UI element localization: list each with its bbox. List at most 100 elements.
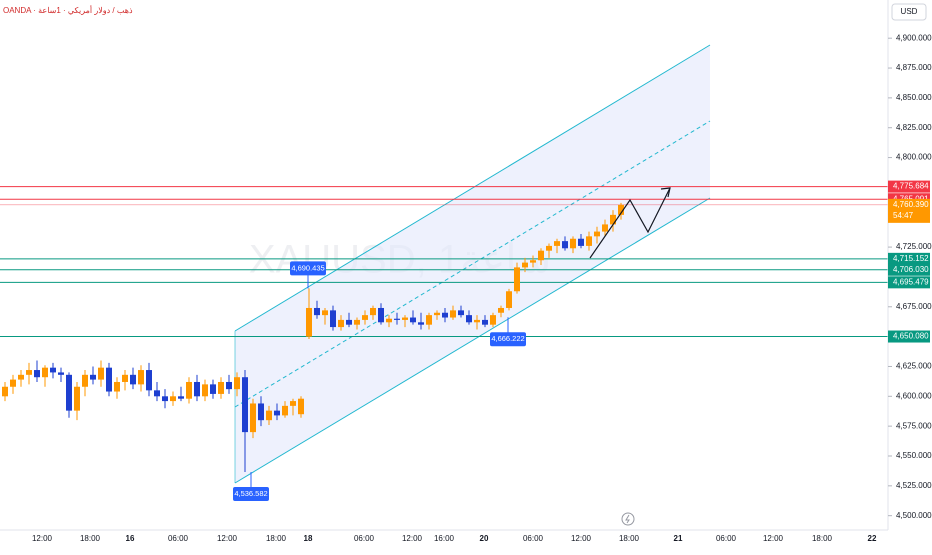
candle-body	[522, 262, 528, 268]
y-tick-label: 4,850.000	[896, 93, 932, 102]
candle-body	[282, 405, 288, 416]
y-tick-label: 4,825.000	[896, 123, 932, 132]
x-tick-label: 16:00	[434, 534, 455, 543]
x-tick-label: 12:00	[763, 534, 784, 543]
candle-body	[610, 214, 616, 225]
x-tick-label: 18:00	[80, 534, 101, 543]
candle-body	[498, 307, 504, 313]
candle-body	[306, 307, 312, 337]
icon-bolt[interactable]	[625, 514, 630, 524]
candle-body	[458, 310, 464, 316]
lightning-icon[interactable]	[621, 512, 635, 526]
x-tick-label: 12:00	[571, 534, 592, 543]
candle-body	[354, 319, 360, 325]
price-tag-label: 4,765.091	[893, 194, 929, 203]
candle-body	[330, 310, 336, 328]
x-tick-label: 06:00	[168, 534, 189, 543]
candle-body	[426, 315, 432, 325]
candle-body	[298, 398, 304, 415]
candle-body	[594, 231, 600, 237]
candle-body	[10, 379, 16, 387]
candle-body	[386, 318, 392, 323]
price-tag	[888, 276, 930, 289]
last-price-tag	[888, 198, 930, 223]
candle-body	[90, 374, 96, 380]
candle-body	[410, 317, 416, 323]
price-tag	[888, 330, 930, 343]
candle-body	[290, 401, 296, 406]
candle-body	[82, 374, 88, 387]
currency-box[interactable]	[891, 3, 927, 21]
annotation-box	[490, 332, 526, 347]
candle-body	[562, 241, 568, 249]
candle-body	[2, 386, 8, 397]
candle-body	[210, 384, 216, 394]
y-tick-label: 4,525.000	[896, 481, 932, 490]
candle-body	[578, 238, 584, 246]
candle-body	[370, 307, 376, 316]
candle-body	[506, 291, 512, 308]
y-tick-label: 4,500.000	[896, 511, 932, 520]
x-tick-label: 12:00	[402, 534, 423, 543]
candle-body	[106, 367, 112, 392]
y-tick-label: 4,800.000	[896, 153, 932, 162]
candle-body	[346, 319, 352, 325]
candle-body	[122, 374, 128, 382]
last-price-label: 4,760.390	[893, 200, 929, 209]
candle-body	[394, 318, 400, 320]
x-tick-label: 16	[126, 534, 135, 543]
y-tick-label: 4,575.000	[896, 421, 932, 430]
candle-body	[450, 310, 456, 318]
y-tick-label: 4,600.000	[896, 391, 932, 400]
candle-body	[266, 410, 272, 421]
candle-body	[50, 367, 56, 373]
candle-body	[482, 319, 488, 325]
candle-body	[274, 410, 280, 416]
projection-arrow	[589, 187, 671, 259]
candle-body	[490, 315, 496, 325]
candle-body	[170, 396, 176, 402]
y-tick-label: 4,900.000	[896, 33, 932, 42]
annotation-label: 4,536.582	[234, 489, 267, 498]
candle-body	[234, 377, 240, 390]
annotation-label: 4,666.222	[491, 334, 524, 343]
price-tag-label: 4,650.080	[893, 332, 929, 341]
y-tick-label: 4,550.000	[896, 451, 932, 460]
candle-body	[26, 370, 32, 375]
candle-body	[378, 307, 384, 323]
candle-body	[146, 370, 152, 391]
y-tick-label: 4,875.000	[896, 63, 932, 72]
annotation-box	[290, 261, 326, 276]
countdown: 54:47	[893, 211, 914, 220]
candle-body	[466, 315, 472, 323]
x-tick-label: 06:00	[716, 534, 737, 543]
candle-body	[66, 374, 72, 411]
candle-body	[514, 267, 520, 292]
candle-body	[58, 372, 64, 375]
currency[interactable]: USD	[901, 7, 918, 16]
candle-body	[258, 403, 264, 421]
candle-body	[138, 370, 144, 385]
candle-body	[434, 312, 440, 316]
candle-body	[586, 236, 592, 246]
candle-body	[218, 381, 224, 394]
icon-circle[interactable]	[621, 512, 635, 526]
price-tag-label: 4,706.030	[893, 265, 929, 274]
candle-body	[546, 245, 552, 251]
channel-upper	[234, 44, 711, 332]
candle-body	[338, 319, 344, 328]
candle-body	[98, 367, 104, 380]
candle-body	[538, 250, 544, 261]
candle-body	[442, 312, 448, 318]
candle-body	[322, 310, 328, 316]
plot-area	[0, 186, 888, 473]
candle-body	[250, 403, 256, 433]
candle-body	[362, 315, 368, 320]
candle-body	[178, 396, 184, 399]
candle-body	[418, 322, 424, 325]
candle-body	[130, 374, 136, 385]
candle-body	[570, 238, 576, 249]
price-tag-label: 4,775.684	[893, 182, 929, 191]
